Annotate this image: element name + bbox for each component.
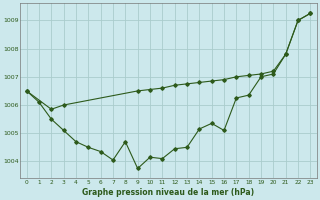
X-axis label: Graphe pression niveau de la mer (hPa): Graphe pression niveau de la mer (hPa) [83,188,255,197]
